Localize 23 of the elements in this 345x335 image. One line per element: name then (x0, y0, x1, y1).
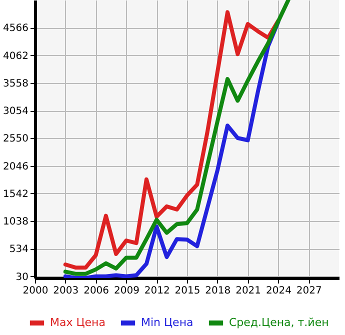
x-tick-label: 2018 (205, 286, 231, 296)
y-tick-label: 30 (16, 272, 28, 283)
x-tick-label: 2012 (144, 286, 170, 296)
x-tick-label: 2021 (236, 286, 262, 296)
x-tick-label: 2006 (84, 286, 110, 296)
y-tick-label: 1542 (3, 188, 28, 200)
x-tick-label: 2027 (296, 286, 322, 296)
y-tick-label: 4062 (3, 50, 28, 62)
legend-label: Max Цена (50, 316, 106, 329)
y-tick-label: 1038 (3, 216, 28, 228)
y-tick-label: 2550 (3, 134, 28, 145)
x-tick-label: 2009 (114, 286, 140, 296)
y-tick-label: 3558 (3, 78, 28, 90)
y-tick-label: 4566 (3, 23, 28, 34)
x-tick-label: 2015 (174, 286, 200, 296)
y-tick-label: 534 (9, 244, 28, 256)
y-tick-label: 2046 (3, 161, 28, 172)
y-tick-label: 3054 (3, 106, 28, 118)
x-tick-label: 2003 (53, 286, 79, 296)
x-tick-label: 2000 (22, 286, 48, 296)
legend-label: Min Цена (141, 316, 194, 329)
legend-label: Сред.Цена, т.йен (229, 316, 329, 329)
x-tick-label: 2024 (266, 286, 292, 296)
